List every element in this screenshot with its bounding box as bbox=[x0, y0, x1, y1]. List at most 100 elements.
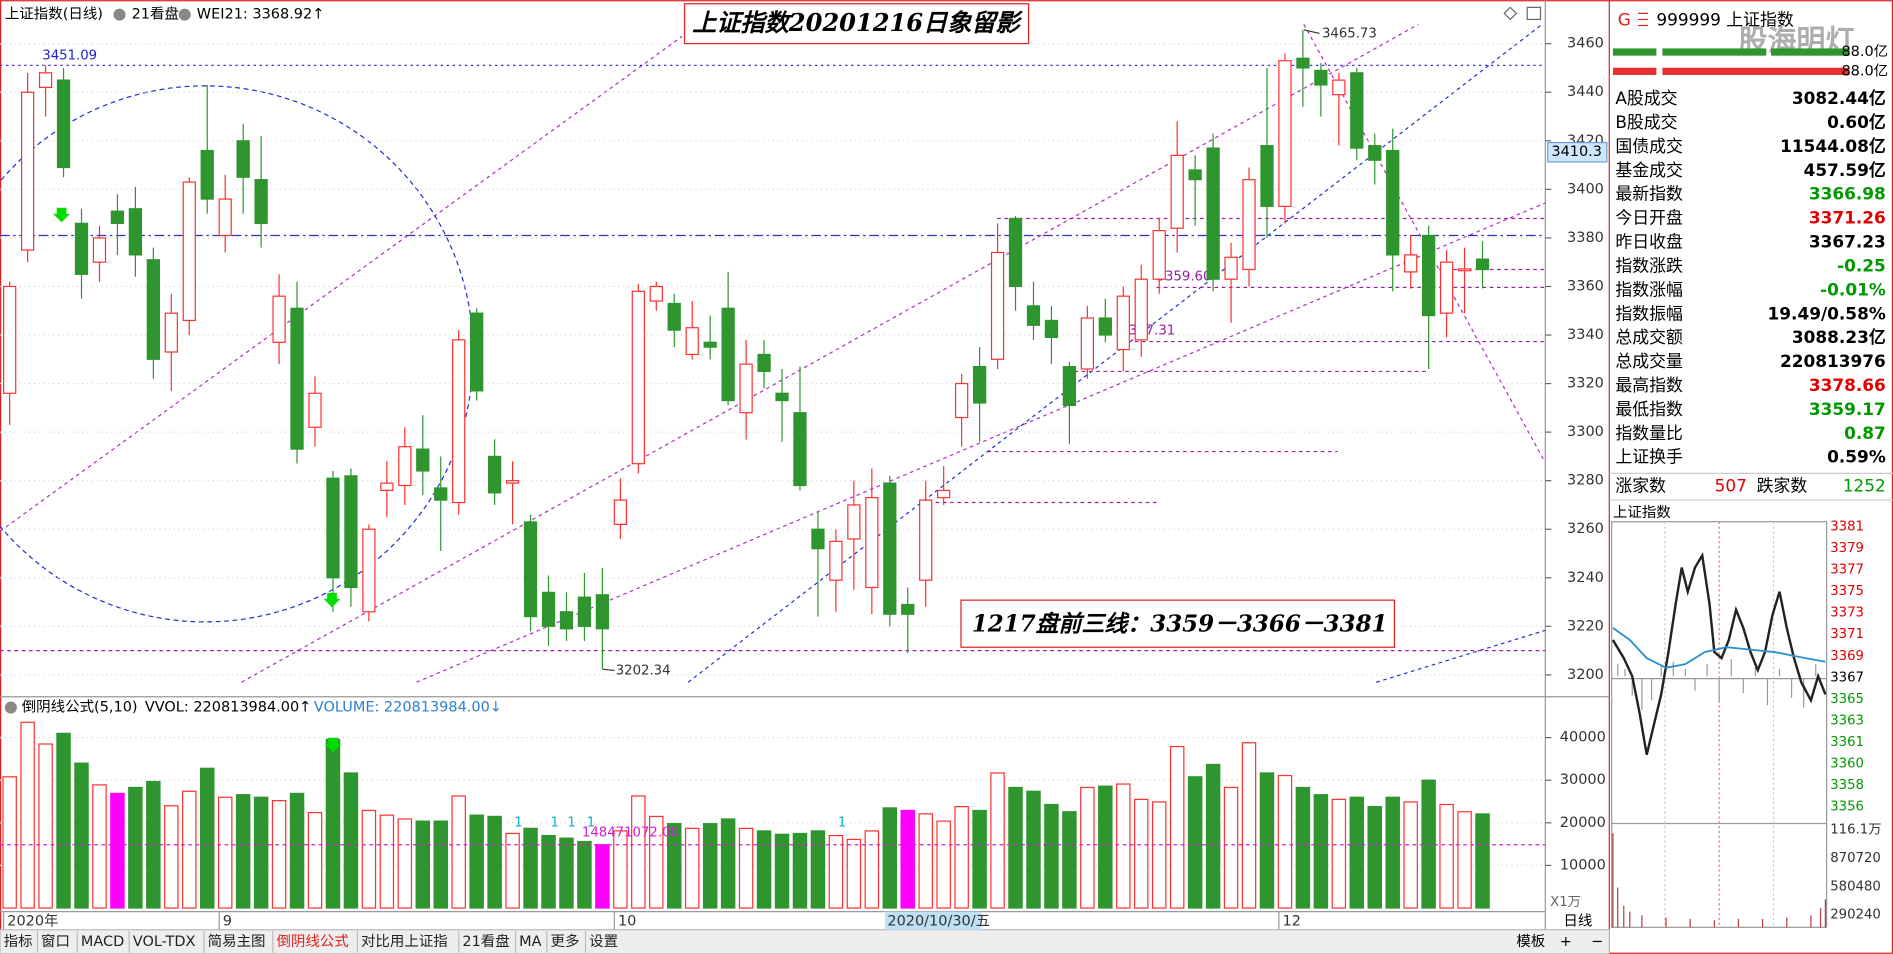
candle-body bbox=[164, 312, 178, 353]
zoom-out[interactable]: − bbox=[1591, 934, 1603, 950]
volume-bar bbox=[1223, 786, 1239, 909]
candle-body bbox=[200, 149, 214, 200]
row-value: 0.59% bbox=[1827, 447, 1886, 467]
candle-body bbox=[954, 382, 969, 419]
row-value: 0.87 bbox=[1844, 423, 1886, 443]
row-label: A股成交 bbox=[1615, 88, 1677, 108]
volume-bar bbox=[343, 772, 359, 909]
row-label: 基金成交 bbox=[1615, 160, 1683, 180]
candle-body bbox=[434, 487, 448, 501]
volume-bar bbox=[1331, 798, 1347, 909]
up-label: 涨家数 bbox=[1615, 476, 1666, 496]
y-tick-label: 3300 bbox=[1567, 424, 1604, 440]
volume-bar bbox=[415, 820, 431, 909]
candle-body bbox=[1422, 234, 1436, 317]
candle-body bbox=[272, 295, 286, 343]
annotation-box bbox=[960, 599, 1396, 648]
tab-bar bbox=[0, 929, 1610, 954]
row-label: 国债成交 bbox=[1615, 136, 1683, 156]
candle-body bbox=[505, 480, 520, 484]
candle-body bbox=[972, 365, 987, 404]
zoom-in[interactable]: + bbox=[1560, 934, 1572, 950]
candle-body bbox=[793, 412, 807, 487]
x-tick-label: 10 bbox=[618, 913, 636, 929]
candle-body bbox=[380, 482, 394, 491]
candle-body bbox=[1332, 79, 1346, 96]
row-label: 最低指数 bbox=[1615, 399, 1683, 419]
row-label: 昨日收盘 bbox=[1615, 232, 1683, 252]
tab[interactable]: 对比用上证指 bbox=[361, 933, 448, 950]
tab[interactable]: 更多 bbox=[551, 933, 580, 950]
candle-body bbox=[1475, 258, 1490, 271]
volume-bar bbox=[74, 762, 89, 909]
candle-body bbox=[56, 79, 71, 169]
candle-body bbox=[20, 91, 35, 251]
signal-label: 1 bbox=[514, 815, 522, 830]
volume-bar bbox=[702, 823, 718, 909]
volume-bar bbox=[1421, 779, 1436, 909]
candle-body bbox=[595, 594, 610, 630]
row-value: -0.01% bbox=[1820, 279, 1886, 299]
cursor-price: 3410.3 bbox=[1551, 144, 1602, 160]
tab[interactable]: 设置 bbox=[589, 933, 618, 950]
period[interactable]: 日线 bbox=[1563, 912, 1592, 929]
tab[interactable]: 倒阴线公式 bbox=[276, 933, 348, 950]
mini-price-line bbox=[1611, 551, 1827, 755]
volume-bar bbox=[164, 805, 179, 909]
tab[interactable]: VOL-TDX bbox=[133, 934, 196, 950]
candle-body bbox=[1350, 72, 1364, 149]
candle-body bbox=[1026, 305, 1041, 326]
candle-body bbox=[667, 302, 681, 331]
candle-body bbox=[1457, 268, 1472, 272]
candle-body bbox=[1116, 295, 1130, 351]
candle-body bbox=[721, 307, 735, 402]
row-label: 指数涨跌 bbox=[1615, 255, 1683, 275]
y-tick-label: 30000 bbox=[1560, 772, 1606, 788]
chart-layer: 3200 3220 3240 3260 3280 3300 3320 3340 3360 3380… bbox=[0, 26, 1606, 930]
volume-bar bbox=[56, 732, 71, 909]
volume-bar bbox=[1259, 772, 1275, 909]
volume-bar bbox=[325, 738, 341, 909]
x-tick-label: 12 bbox=[1283, 913, 1301, 929]
candle-body bbox=[541, 591, 556, 627]
volume-bar bbox=[954, 806, 969, 909]
y-tick-label: 3320 bbox=[1567, 376, 1604, 392]
mini-price: 3363 bbox=[1830, 713, 1864, 728]
tab[interactable]: 窗口 bbox=[41, 932, 70, 950]
candle-body bbox=[775, 392, 789, 402]
candle-body bbox=[146, 259, 160, 360]
mini-volume bbox=[1612, 833, 1826, 928]
volume-level-label: 148471072.00 bbox=[582, 826, 679, 841]
row-value: 3371.26 bbox=[1809, 208, 1886, 228]
candle-body bbox=[937, 489, 951, 499]
tab[interactable]: 简易主图 bbox=[208, 933, 266, 950]
row-value: 0.60亿 bbox=[1827, 112, 1886, 132]
icon[interactable] bbox=[1503, 6, 1518, 21]
tab[interactable]: 指标 bbox=[4, 933, 33, 950]
tab[interactable]: 21看盘 bbox=[462, 932, 509, 950]
volume-bar bbox=[541, 834, 556, 909]
y-tick-label: 3460 bbox=[1567, 36, 1604, 52]
row-label: 总成交额 bbox=[1615, 327, 1683, 347]
pointer bbox=[1303, 29, 1320, 34]
y-tick-label: 3380 bbox=[1567, 230, 1604, 246]
icon[interactable] bbox=[1526, 6, 1542, 21]
tab[interactable]: MA bbox=[519, 934, 541, 950]
candle-body bbox=[1044, 319, 1059, 339]
row-label: 最高指数 bbox=[1615, 375, 1683, 395]
y-unit: X1万 bbox=[1550, 895, 1581, 910]
volume-bar bbox=[1187, 776, 1203, 909]
candle-body bbox=[92, 237, 107, 263]
candle-body bbox=[1062, 365, 1077, 407]
volume-bar bbox=[1044, 803, 1059, 909]
volume-bar bbox=[2, 776, 17, 909]
row-value: 220813976 bbox=[1780, 351, 1886, 371]
volume-bar bbox=[1457, 811, 1472, 909]
template[interactable]: 模板 bbox=[1516, 932, 1545, 950]
trend-line bbox=[687, 24, 1544, 683]
candle-body bbox=[3, 285, 17, 394]
price-label: 3359.60 bbox=[1157, 270, 1212, 285]
tab[interactable]: MACD bbox=[81, 934, 124, 950]
